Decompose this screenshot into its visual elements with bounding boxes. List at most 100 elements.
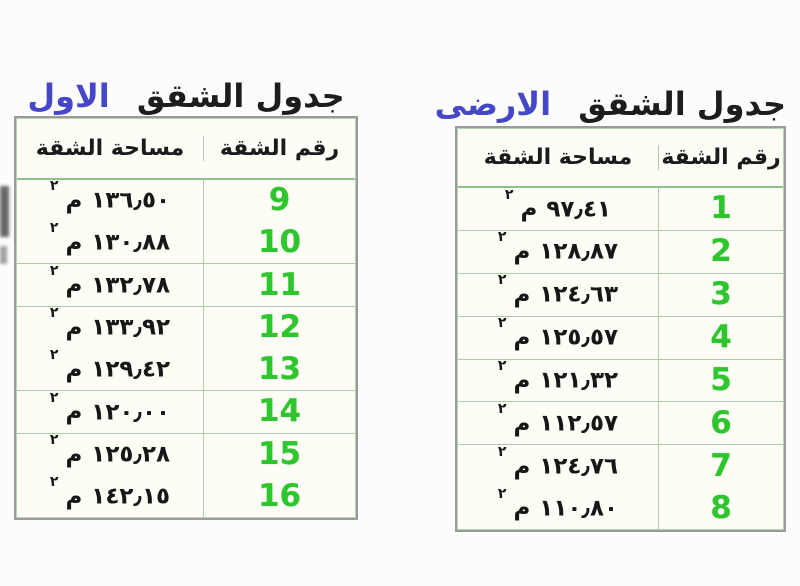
row-group: 2 ١٢٨٫٨٧ م٢: [458, 229, 783, 273]
apartment-number-cell: 3: [658, 273, 783, 316]
unit-squared: ٢: [49, 389, 59, 406]
table-body: 9 ١٣٦٫٥٠م٢ 10 ١٣٠٫٨٨م٢ 11 ١٣٢٫٧٨م٢ 12 ١٣٣٫٩٢م٢ 1…: [17, 178, 355, 517]
apartment-number-cell: 10: [203, 221, 355, 264]
unit-meter: م: [65, 272, 83, 299]
table-row: 8 ١١٠٫٨٠ م٢: [458, 486, 783, 529]
apartment-area-cell: ١٢٩٫٤٢ م٢: [17, 347, 203, 383]
first-floor-table: رقم الشقة مساحة الشقة 9 ١٣٦٫٥٠م٢ 10 ١٣٠٫٨٨م…: [14, 116, 358, 520]
apartment-number-cell: 12: [203, 306, 355, 349]
table-row: 1 ٩٧٫٤١ م٢: [458, 187, 783, 230]
unit-meter: م: [513, 282, 531, 309]
apartment-area-cell: ١٤٢٫١٥ م٢: [17, 474, 203, 510]
table-row: 6 ١١٢٫٥٧ م٢: [458, 400, 783, 445]
apartment-number-cell: 1: [658, 188, 783, 230]
header-apartment-area: مساحة الشقة: [35, 136, 185, 161]
unit-squared: ٢: [49, 220, 59, 237]
apartment-number-cell: 13: [203, 348, 355, 391]
table-row: 14 ١٢٠٫٠٠ م٢: [17, 390, 355, 433]
apartment-area-cell: ١٣٣٫٩٢ م٢: [17, 305, 203, 342]
unit-meter: م: [65, 399, 83, 426]
apartment-number: 5: [710, 361, 732, 398]
header-apartment-number: رقم الشقة: [658, 145, 783, 170]
apartment-number: 10: [257, 223, 302, 260]
ground-floor-table: رقم الشقة مساحة الشقة 1 ٩٧٫٤١م٢ 2 ١٢٨٫٨٧م٢ 3…: [455, 126, 786, 532]
apartment-area-cell: ١٣٠٫٨٨ م٢: [17, 220, 203, 256]
apartment-number: 14: [257, 393, 302, 430]
unit-squared: ٢: [497, 272, 507, 289]
unit-squared: ٢: [49, 262, 59, 279]
table-body: 1 ٩٧٫٤١م٢ 2 ١٢٨٫٨٧م٢ 3 ١٢٤٫٦٣م٢ 4 ١٢٥٫٥٧م٢ 5 ١٢١٫…: [458, 187, 783, 529]
apartment-number-cell: 7: [658, 445, 783, 488]
table-row: 7 ١٢٤٫٧٦ م٢: [458, 444, 783, 488]
table-header-row: رقم الشقة مساحة الشقة: [17, 119, 355, 180]
apartment-number: 8: [710, 489, 732, 526]
apartment-number-cell: 8: [658, 487, 783, 529]
unit-squared: ٢: [497, 400, 507, 417]
apartment-number-cell: 6: [658, 402, 783, 445]
apartment-area-cell: ١٢٤٫٦٣ م٢: [458, 272, 658, 309]
unit-squared: ٢: [49, 346, 59, 363]
scan-artifact: [0, 246, 7, 264]
apartment-area-value: ١٤٢٫١٥: [91, 483, 171, 510]
apartment-number-cell: 9: [203, 180, 355, 222]
apartment-area-value: ١٣٠٫٨٨: [91, 229, 171, 256]
apartment-number: 2: [710, 233, 732, 270]
table-row: 5 ١٢١٫٣٢ م٢: [458, 358, 783, 402]
row-group: 5 ١٢١٫٣٢ م٢: [458, 358, 783, 402]
table-inner-border: رقم الشقة مساحة الشقة 9 ١٣٦٫٥٠م٢ 10 ١٣٠٫٨٨م…: [16, 118, 356, 518]
table-row: 2 ١٢٨٫٨٧ م٢: [458, 229, 783, 273]
apartment-number: 16: [257, 477, 302, 514]
first-floor-table-title: جدول الشقق الاول: [14, 77, 358, 115]
apartment-area-value: ١٢٥٫٥٧: [539, 324, 619, 351]
table-row: 3 ١٢٤٫٦٣ م٢: [458, 272, 783, 316]
apartment-area-value: ١٢٩٫٤٢: [91, 356, 171, 383]
unit-squared: ٢: [49, 305, 59, 322]
row-group: 12 ١٣٣٫٩٢م٢ 13 ١٢٩٫٤٢م٢: [17, 305, 355, 391]
apartment-number-cell: 2: [658, 230, 783, 273]
row-group: 3 ١٢٤٫٦٣ م٢: [458, 272, 783, 316]
table-row: 12 ١٣٣٫٩٢ م٢: [17, 305, 355, 349]
apartment-number-cell: 5: [658, 359, 783, 402]
unit-squared: ٢: [49, 178, 59, 195]
table-row: 16 ١٤٢٫١٥ م٢: [17, 474, 355, 517]
row-group: 11 ١٣٢٫٧٨ م٢: [17, 263, 355, 306]
apartment-number-cell: 15: [203, 433, 355, 476]
row-group: 9 ١٣٦٫٥٠م٢ 10 ١٣٠٫٨٨م٢: [17, 178, 355, 264]
apartment-area-value: ١٢٤٫٧٦: [539, 453, 619, 480]
apartment-area-value: ١٢١٫٣٢: [539, 367, 619, 394]
apartment-number: 11: [257, 266, 302, 303]
apartment-area-cell: ١١٠٫٨٠ م٢: [458, 486, 658, 522]
unit-squared: ٢: [497, 315, 507, 332]
apartment-number: 6: [710, 404, 732, 441]
ground-floor-table-title: جدول الشقق الارضى: [435, 85, 786, 123]
unit-squared: ٢: [49, 473, 59, 490]
apartment-area-cell: ١٣٦٫٥٠ م٢: [17, 178, 203, 215]
apartment-area-value: ١٣٦٫٥٠: [91, 188, 171, 215]
row-group: 14 ١٢٠٫٠٠ م٢: [17, 390, 355, 433]
apartment-area-cell: ١٢٥٫٥٧ م٢: [458, 315, 658, 351]
apartment-number: 4: [710, 319, 732, 356]
apartment-number: 9: [268, 182, 291, 219]
unit-squared: ٢: [504, 186, 514, 203]
apartment-area-cell: ١٢٠٫٠٠ م٢: [17, 390, 203, 426]
unit-meter: م: [65, 315, 83, 342]
unit-meter: م: [65, 441, 83, 468]
header-apartment-area: مساحة الشقة: [483, 145, 633, 170]
apartment-area-cell: ١٢٥٫٢٨ م٢: [17, 432, 203, 468]
apartment-area-cell: ١٢٤٫٧٦ م٢: [458, 444, 658, 480]
table-row: 9 ١٣٦٫٥٠ م٢: [17, 178, 355, 222]
unit-squared: ٢: [49, 432, 59, 449]
apartment-area-value: ١٣٢٫٧٨: [91, 272, 171, 299]
apartment-number-cell: 14: [203, 391, 355, 433]
scan-artifact: [0, 186, 9, 237]
unit-meter: م: [513, 410, 531, 437]
row-group: 7 ١٢٤٫٧٦م٢ 8 ١١٠٫٨٠م٢: [458, 444, 783, 529]
row-group: 15 ١٢٥٫٢٨م٢ 16 ١٤٢٫١٥م٢: [17, 432, 355, 517]
row-group: 6 ١١٢٫٥٧ م٢: [458, 400, 783, 445]
table-row: 15 ١٢٥٫٢٨ م٢: [17, 432, 355, 476]
apartment-number: 7: [710, 447, 732, 484]
title-accent-text: الارضى: [434, 84, 552, 123]
apartment-area-cell: ٩٧٫٤١ م٢: [458, 187, 658, 223]
unit-squared: ٢: [497, 358, 507, 375]
table-header-row: رقم الشقة مساحة الشقة: [458, 129, 783, 188]
